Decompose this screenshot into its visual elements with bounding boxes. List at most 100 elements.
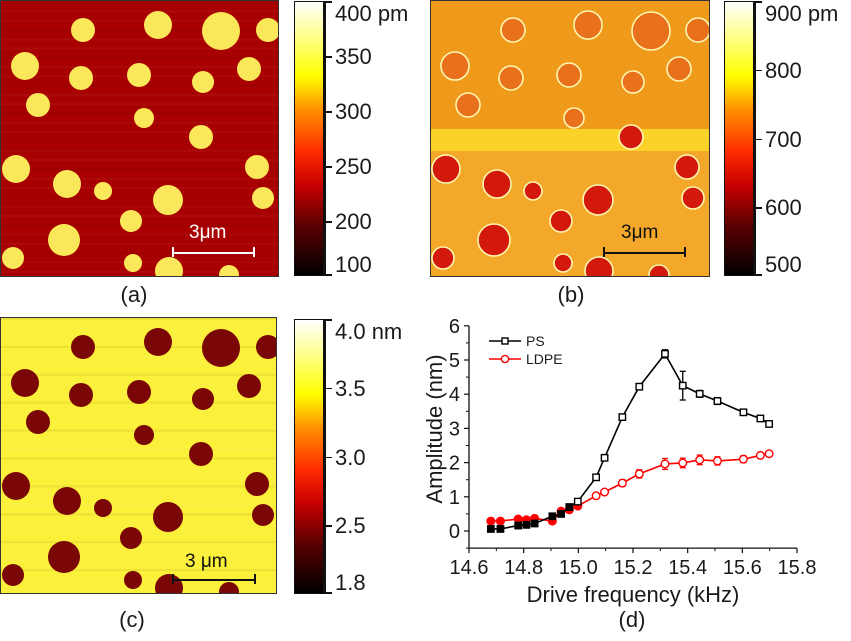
data-point-ldpe (573, 501, 583, 511)
droplet (584, 256, 614, 276)
scan-line (1, 270, 278, 273)
scan-line (1, 336, 276, 339)
scan-line (1, 569, 276, 572)
afm-image-b: 3μm (430, 0, 710, 277)
scalebar-b (603, 252, 685, 254)
droplet (202, 329, 240, 367)
y-axis-title: Amplitude (nm) (422, 354, 447, 503)
colorbar-a-axis (324, 1, 326, 276)
panel-label-d: (d) (618, 607, 646, 632)
droplet (618, 124, 644, 150)
data-point-ldpe (755, 450, 765, 460)
legend-square-icon (501, 337, 509, 345)
data-point-ps (530, 519, 539, 528)
colorbar-tick (325, 525, 332, 527)
droplet (153, 185, 183, 215)
data-point-ps (514, 521, 523, 530)
colorbar-tick (325, 56, 332, 58)
scan-line (1, 233, 278, 236)
y-tick-label: 3 (449, 418, 460, 440)
droplet (26, 410, 50, 434)
data-point-ldpe (617, 478, 627, 488)
colorbar-tick (755, 207, 762, 209)
scan-line (1, 10, 278, 13)
droplet (256, 335, 276, 359)
data-point-ps (695, 389, 704, 398)
scan-line (1, 94, 278, 96)
colorbar-tick (325, 274, 332, 276)
scan-line (1, 513, 276, 516)
y-tick-label: 5 (449, 350, 460, 372)
droplet (69, 383, 93, 407)
colorbar-tick-label: 1.8 (335, 570, 366, 595)
droplet (631, 11, 671, 51)
droplet (245, 472, 269, 496)
scan-line (1, 252, 278, 255)
droplet (134, 108, 154, 128)
scan-band (431, 129, 709, 151)
droplet (2, 155, 30, 183)
y-tick-label: 6 (449, 316, 460, 338)
droplet (237, 374, 261, 398)
x-tick-label: 15.4 (668, 557, 707, 579)
droplet (11, 369, 39, 397)
scan-line (1, 550, 276, 553)
droplet (219, 265, 239, 276)
scan-line (1, 103, 278, 106)
colorbar-tick (755, 1, 762, 3)
scan-line (1, 355, 276, 358)
scan-line (1, 168, 278, 171)
legend-circle-icon (500, 354, 510, 364)
droplet (153, 502, 183, 532)
droplet (48, 541, 80, 573)
droplet (256, 18, 278, 42)
scalebar-end (684, 247, 686, 257)
data-point-ps (592, 473, 601, 482)
data-point-ps (496, 525, 505, 533)
scalebar-a (172, 252, 254, 254)
droplet (134, 425, 154, 445)
data-point-ps (548, 512, 557, 521)
data-point-ldpe (764, 449, 774, 459)
y-tick-label: 4 (449, 384, 460, 406)
scan-line (1, 242, 278, 245)
scan-line (1, 187, 278, 189)
droplet (144, 11, 172, 39)
scan-line (1, 56, 278, 59)
droplet (549, 209, 573, 233)
droplet (120, 210, 142, 232)
data-point-ps (573, 497, 582, 506)
droplet (556, 62, 582, 88)
droplet (202, 12, 240, 50)
droplet (500, 17, 526, 43)
droplet (144, 328, 172, 356)
colorbar-a (294, 1, 324, 276)
scalebar-end (253, 247, 255, 257)
data-point-ldpe (591, 491, 601, 501)
data-point-ps (557, 510, 566, 518)
droplet (2, 564, 24, 586)
droplet (189, 125, 213, 149)
image-background (1, 1, 278, 276)
colorbar-tick-label: 350 (335, 44, 372, 69)
scan-line (1, 476, 276, 479)
phase-map-b (431, 1, 709, 276)
scalebar-end (172, 574, 174, 584)
colorbar-tick-label: 800 (765, 57, 802, 83)
series-line (490, 452, 770, 522)
droplet (94, 182, 112, 200)
droplet (431, 246, 455, 270)
data-point-ps (661, 349, 669, 358)
scalebar-end (172, 247, 174, 257)
droplet (53, 170, 81, 198)
y-tick-label: 2 (449, 453, 460, 475)
data-point-ps (765, 420, 774, 428)
droplet (192, 388, 214, 410)
colorbar-tick-label: 4.0 nm (335, 319, 403, 344)
scan-line (1, 494, 276, 497)
data-point-ldpe (513, 514, 523, 524)
scan-line (1, 466, 276, 469)
scan-line (1, 38, 278, 41)
droplet (431, 154, 461, 184)
scan-line (1, 504, 276, 506)
